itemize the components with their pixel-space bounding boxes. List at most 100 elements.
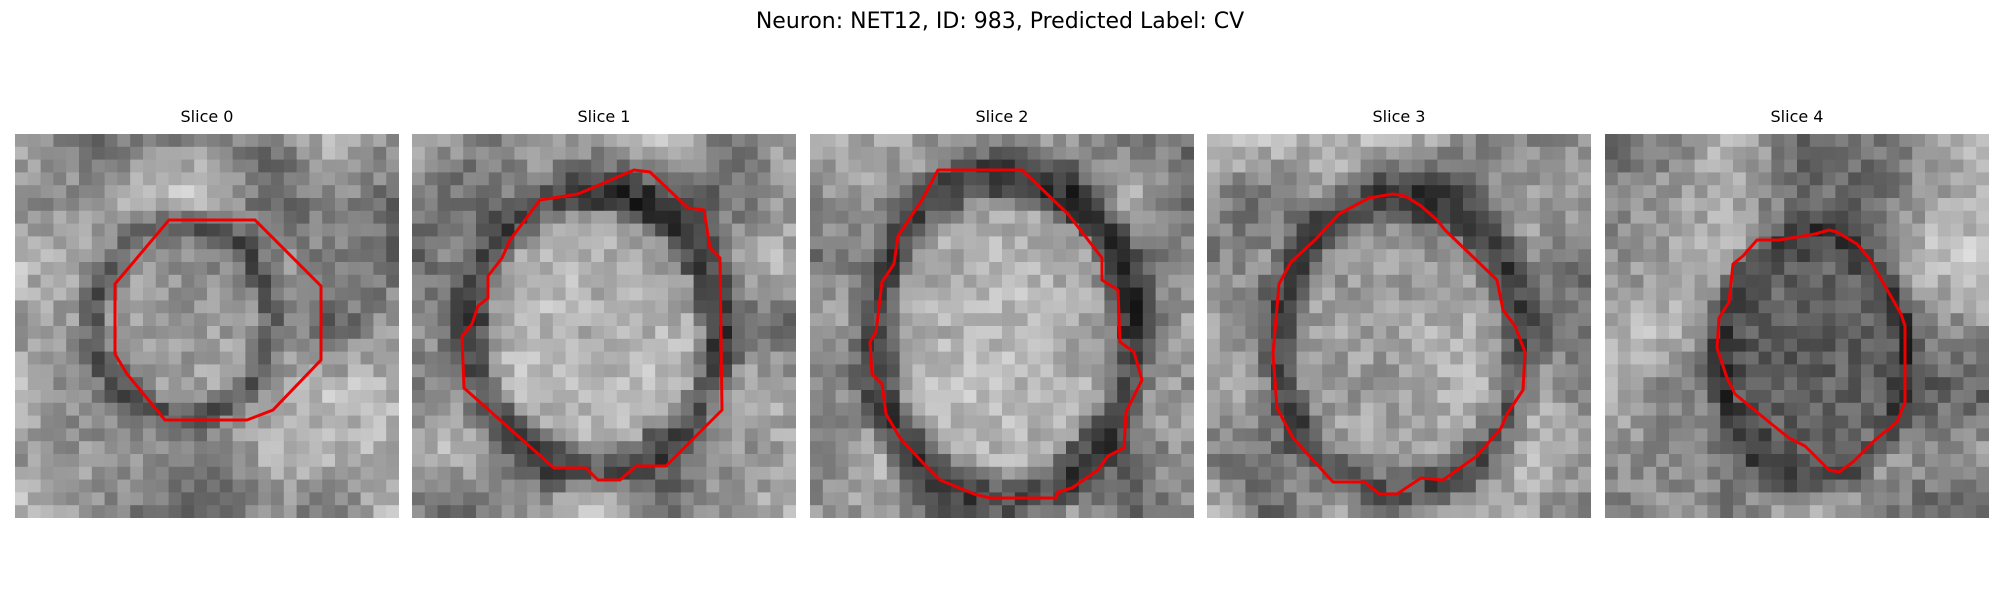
pixel — [194, 159, 208, 173]
pixel — [732, 172, 746, 186]
pixel — [335, 479, 349, 493]
pixel — [1283, 364, 1298, 378]
pixel — [1117, 300, 1131, 314]
pixel — [207, 505, 221, 518]
pixel — [1925, 146, 1939, 161]
pixel — [861, 313, 875, 327]
pixel — [1925, 466, 1939, 481]
pixel — [501, 210, 515, 225]
pixel — [1207, 159, 1221, 173]
pixel — [706, 172, 720, 186]
pixel — [1745, 274, 1760, 289]
pixel — [1347, 274, 1362, 289]
slice-title: Slice 3 — [1372, 107, 1426, 126]
pixel — [66, 466, 80, 481]
pixel — [1091, 210, 1105, 225]
pixel — [1681, 223, 1696, 237]
pixel — [1605, 402, 1619, 417]
pixel — [1758, 300, 1772, 314]
pixel — [1450, 364, 1464, 378]
pixel — [1630, 210, 1644, 225]
pixel — [719, 185, 733, 199]
pixel — [514, 351, 528, 365]
pixel — [1886, 505, 1900, 518]
pixel — [552, 338, 567, 353]
pixel — [1745, 198, 1760, 212]
pixel — [232, 428, 246, 442]
pixel — [1912, 428, 1926, 442]
pixel — [950, 287, 965, 301]
pixel — [501, 479, 515, 493]
pixel — [1053, 505, 1067, 518]
pixel — [296, 287, 310, 301]
pixel — [1552, 428, 1566, 442]
pixel — [1605, 428, 1619, 442]
pixel — [1463, 172, 1477, 186]
pixel — [1501, 505, 1515, 518]
pixel — [1463, 402, 1477, 417]
pixel — [899, 454, 913, 468]
pixel — [1296, 159, 1310, 173]
pixel — [950, 300, 965, 314]
pixel — [757, 338, 771, 353]
pixel — [1669, 338, 1683, 353]
pixel — [770, 185, 784, 199]
pixel — [258, 505, 272, 518]
pixel — [168, 505, 182, 518]
pixel — [1745, 326, 1760, 340]
pixel — [412, 390, 426, 404]
pixel — [1681, 351, 1696, 365]
pixel — [1578, 210, 1591, 225]
pixel — [1630, 441, 1644, 455]
pixel — [604, 287, 618, 301]
pixel — [1078, 326, 1093, 340]
pixel — [207, 364, 221, 378]
pixel — [66, 210, 80, 225]
pixel — [1784, 185, 1798, 199]
pixel — [1053, 466, 1067, 481]
pixel — [693, 185, 707, 199]
pixel — [1873, 159, 1888, 173]
pixel — [1552, 402, 1566, 417]
pixel — [322, 338, 336, 353]
pixel — [296, 236, 310, 250]
pixel — [1707, 223, 1721, 237]
pixel — [1053, 236, 1067, 250]
pixel — [1142, 146, 1157, 161]
pixel — [886, 287, 901, 301]
pixel — [1335, 338, 1349, 353]
pixel — [271, 274, 285, 289]
pixel — [437, 338, 451, 353]
pixel — [1219, 428, 1234, 442]
pixel — [91, 249, 106, 263]
pixel — [1630, 249, 1644, 263]
pixel — [450, 185, 464, 199]
pixel — [642, 338, 656, 353]
pixel — [1245, 454, 1259, 468]
pixel — [271, 505, 285, 518]
pixel — [616, 185, 631, 199]
pixel — [66, 134, 80, 148]
pixel — [1605, 377, 1619, 391]
pixel — [1848, 415, 1862, 429]
pixel — [450, 466, 464, 481]
pixel — [1925, 351, 1939, 365]
pixel — [1219, 441, 1234, 455]
pixel — [219, 505, 234, 518]
pixel — [117, 326, 131, 340]
pixel — [848, 402, 862, 417]
pixel — [91, 198, 106, 212]
pixel — [181, 338, 195, 353]
pixel — [1463, 326, 1477, 340]
pixel — [1271, 466, 1285, 481]
pixel — [1296, 402, 1310, 417]
pixel — [668, 505, 682, 518]
pixel — [66, 415, 80, 429]
pixel — [1873, 390, 1888, 404]
pixel — [1002, 274, 1016, 289]
pixel — [1501, 172, 1515, 186]
pixel — [271, 454, 285, 468]
pixel — [168, 159, 182, 173]
pixel — [1258, 249, 1272, 263]
pixel — [412, 313, 426, 327]
